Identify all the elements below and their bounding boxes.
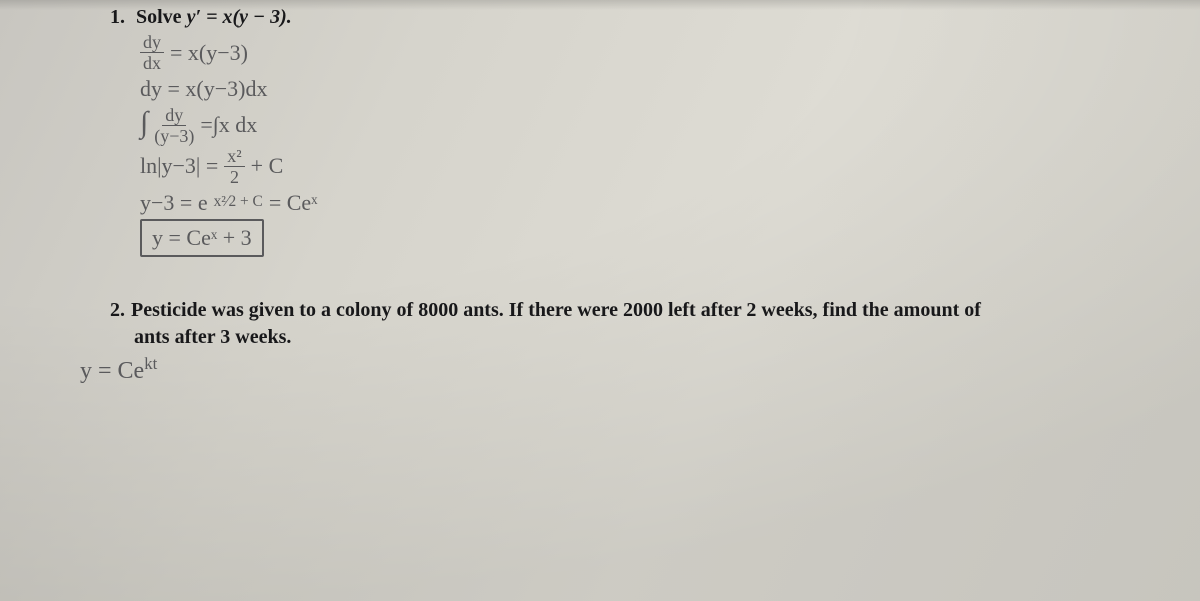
work-line-5-tail: = Ceˣ (269, 188, 318, 218)
fraction-bottom: 2 (230, 167, 239, 186)
work-line-5-lhs: y−3 = e (140, 188, 208, 218)
integral-sign-left: ∫ (140, 111, 148, 135)
work-line-4-tail: + C (251, 151, 284, 181)
work-line-5: y−3 = e x²⁄2 + C = Ceˣ (140, 188, 1170, 218)
work-line-3: ∫ dy (y−3) =∫x dx (140, 106, 1170, 145)
problem-2-work: y = Cekt (80, 353, 1170, 387)
problem-1-work: dy dx = x(y−3) dy = x(y−3)dx ∫ dy (y−3) … (110, 33, 1170, 257)
fraction-x2-2: x² 2 (224, 147, 244, 186)
fraction-dy-dx: dy dx (140, 33, 164, 72)
work-line-2: dy = x(y−3)dx (140, 74, 1170, 104)
worksheet-page: 1. Solve y′ = x(y − 3). dy dx = x(y−3) d… (0, 0, 1200, 601)
fraction-bottom: dx (143, 53, 161, 72)
fraction-bottom: (y−3) (154, 126, 194, 145)
problem-1-math: y′ = x(y − 3). (187, 6, 292, 28)
fraction-top: dy (162, 106, 186, 126)
work-line-1: dy dx = x(y−3) (140, 33, 1170, 72)
work-line-4: ln|y−3| = x² 2 + C (140, 147, 1170, 186)
problem-1-prompt: 1. Solve y′ = x(y − 3). (110, 6, 1170, 29)
fraction-dy-y3: dy (y−3) (154, 106, 194, 145)
problem-1-number: 1. (110, 6, 125, 28)
problem-2-exp: kt (144, 354, 157, 373)
work-line-4-lhs: ln|y−3| = (140, 151, 218, 181)
problem-2-line2: ants after 3 weeks. (134, 324, 1170, 351)
work-line-3-rhs: =∫x dx (200, 110, 257, 140)
problem-1-text-prefix: Solve (136, 6, 187, 28)
problem-2-prompt: 2. Pesticide was given to a colony of 800… (110, 297, 1170, 351)
fraction-top: x² (224, 147, 244, 167)
problem-2: 2. Pesticide was given to a colony of 800… (110, 297, 1170, 387)
problem-2-line1: Pesticide was given to a colony of 8000 … (131, 299, 981, 321)
work-line-1-rest: = x(y−3) (170, 38, 248, 68)
work-line-5-exp: x²⁄2 + C (214, 192, 263, 213)
problem-2-number: 2. (110, 299, 125, 321)
fraction-top: dy (140, 33, 164, 53)
work-line-6: y = Ceˣ + 3 (140, 219, 1170, 257)
boxed-answer: y = Ceˣ + 3 (140, 219, 264, 257)
